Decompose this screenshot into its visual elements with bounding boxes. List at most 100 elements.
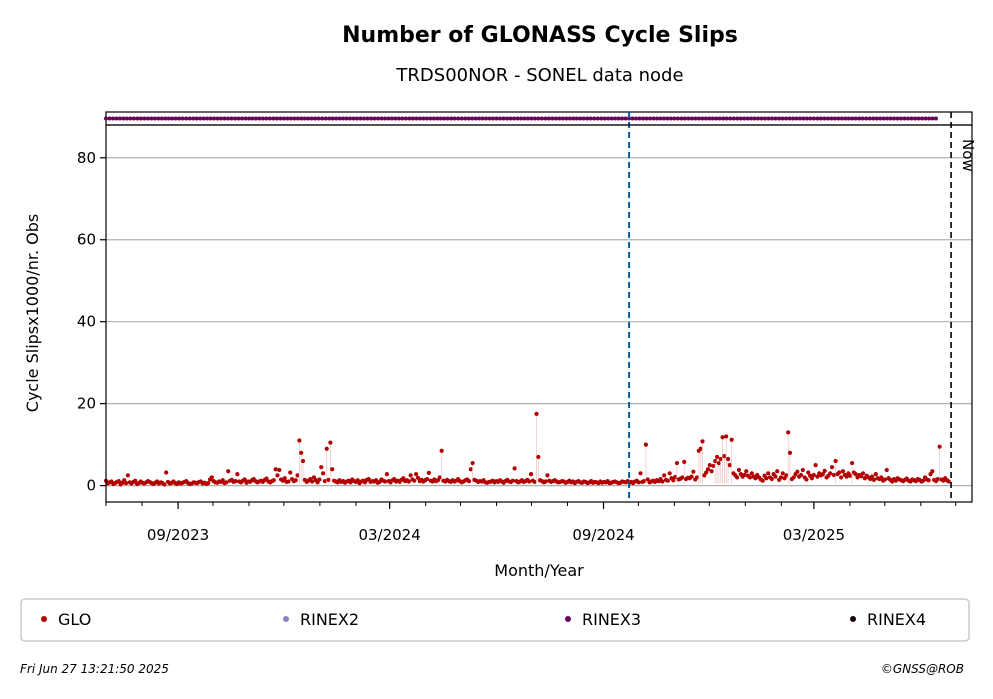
rinex3-mark <box>355 116 360 121</box>
rinex3-mark <box>299 116 304 121</box>
glo-point <box>813 463 818 468</box>
rinex3-mark <box>156 116 161 121</box>
rinex3-mark <box>641 116 646 121</box>
rinex3-mark <box>435 116 440 121</box>
rinex3-mark <box>606 116 611 121</box>
rinex3-mark <box>804 116 809 121</box>
glo-point <box>704 470 709 475</box>
rinex3-mark <box>536 116 541 121</box>
glo-point <box>786 430 791 435</box>
glo-point <box>809 476 815 481</box>
rinex3-mark <box>860 116 865 121</box>
rinex3-mark <box>920 116 925 121</box>
gridlines <box>106 157 972 487</box>
rinex3-mark <box>895 116 900 121</box>
glo-point <box>795 469 800 474</box>
glo-point <box>299 450 304 455</box>
rinex3-mark <box>410 116 415 121</box>
glo-point <box>722 454 727 459</box>
glo-point <box>775 469 780 474</box>
glo-point <box>725 456 731 462</box>
rinex3-mark <box>933 116 938 121</box>
rinex3-mark <box>295 116 300 121</box>
rinex3-mark <box>121 116 126 121</box>
rinex3-mark <box>522 116 527 121</box>
rinex3-mark <box>752 116 757 121</box>
rinex3-mark <box>358 116 363 121</box>
rinex3-mark <box>846 116 851 121</box>
rinex3-mark <box>682 116 687 121</box>
glo-point <box>271 478 276 483</box>
glo-point <box>766 471 771 476</box>
rinex3-mark <box>588 116 593 121</box>
rinex3-mark <box>665 116 670 121</box>
glo-point <box>840 469 846 474</box>
rinex3-mark <box>400 116 405 121</box>
rinex3-mark <box>267 116 272 121</box>
rinex3-mark <box>421 116 426 121</box>
rinex3-mark <box>613 116 618 121</box>
glo-point <box>837 470 842 475</box>
rinex3-mark <box>292 116 297 121</box>
glo-point <box>870 474 875 479</box>
rinex3-mark <box>414 116 419 121</box>
legend-marker <box>850 616 856 622</box>
glo-point <box>705 467 711 472</box>
rinex3-mark <box>794 116 799 121</box>
glo-point <box>532 479 537 485</box>
rinex3-mark <box>173 116 178 121</box>
glo-point <box>849 460 855 466</box>
glo-point <box>242 477 247 482</box>
rinex3-mark <box>654 116 659 121</box>
rinex3-mark <box>170 116 175 121</box>
rinex3-mark <box>278 116 283 121</box>
rinex3-mark <box>138 116 143 121</box>
rinex3-mark <box>574 116 579 121</box>
rinex3-mark <box>878 116 883 121</box>
rinex3-mark <box>449 116 454 121</box>
glo-point <box>297 438 302 443</box>
glo-point <box>638 471 643 476</box>
glo-point <box>286 479 291 484</box>
rinex3-mark <box>885 116 890 121</box>
glo-point <box>879 475 884 480</box>
legend-marker <box>565 616 571 622</box>
rinex3-mark <box>825 116 830 121</box>
rinex3-mark <box>902 116 907 121</box>
glo-point <box>935 476 940 482</box>
rinex3-mark <box>149 116 154 121</box>
rinex3-mark <box>313 116 318 121</box>
glo-point <box>736 467 742 473</box>
rinex3-mark <box>445 116 450 121</box>
glo-point <box>784 473 789 478</box>
glo-point <box>691 469 696 474</box>
glo-point <box>769 476 774 482</box>
rinex3-mark <box>780 116 785 121</box>
rinex3-mark <box>306 116 311 121</box>
rinex3-mark <box>888 116 893 121</box>
glo-point <box>747 475 753 480</box>
rinex3-mark <box>867 116 872 121</box>
x-tick-label: 09/2023 <box>147 526 209 544</box>
rinex3-mark <box>274 116 279 121</box>
glo-point <box>820 472 825 477</box>
y-tick-label: 40 <box>77 313 96 331</box>
rinex3-mark <box>539 116 544 121</box>
glo-point <box>162 482 167 487</box>
rinex3-mark <box>334 116 339 121</box>
glo-point <box>326 477 331 482</box>
glo-point <box>689 474 694 479</box>
rinex3-mark <box>525 116 530 121</box>
rinex3-mark <box>790 116 795 121</box>
rinex3-mark <box>787 116 792 121</box>
glo-point <box>806 470 811 475</box>
glo-point <box>636 480 641 485</box>
glo-point <box>275 473 280 478</box>
rinex3-mark <box>543 116 548 121</box>
glo-point <box>787 450 793 455</box>
rinex3-mark <box>505 116 510 121</box>
rinex3-mark <box>459 116 464 121</box>
rinex3-mark <box>759 116 764 121</box>
rinex3-mark <box>316 116 321 121</box>
glo-point <box>300 458 306 464</box>
